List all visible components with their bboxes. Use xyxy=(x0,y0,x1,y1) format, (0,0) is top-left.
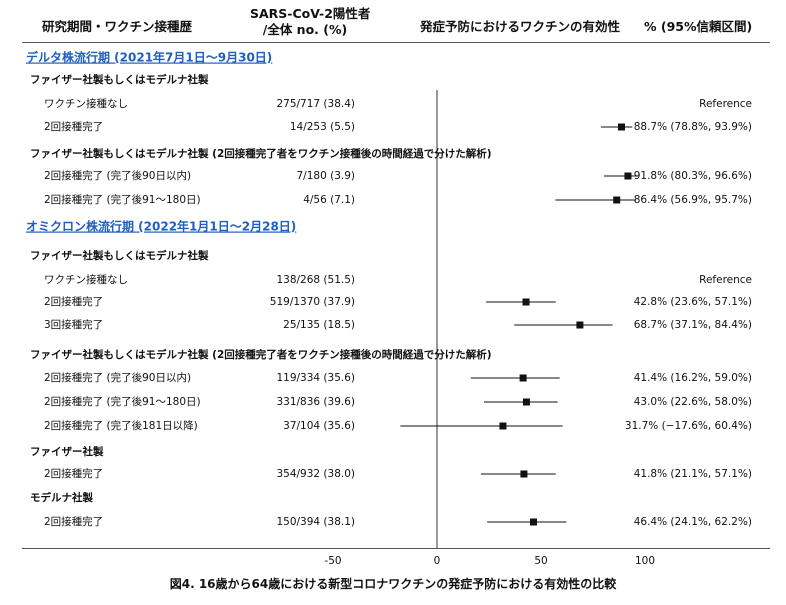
point-estimate-marker xyxy=(617,123,625,131)
row-effect: 91.8% (80.3%, 96.6%) xyxy=(634,170,752,182)
point-estimate-marker xyxy=(576,321,584,329)
x-tick-label: -50 xyxy=(324,555,341,567)
row-count: 275/717 (38.4) xyxy=(276,98,355,110)
section-heading: ファイザー社製もしくはモデルナ社製 xyxy=(30,249,209,262)
axis-divider xyxy=(22,548,770,549)
row-count: 37/104 (35.6) xyxy=(283,420,355,432)
row-effect: 88.7% (78.8%, 93.9%) xyxy=(634,121,752,133)
x-tick-label: 50 xyxy=(534,555,547,567)
row-label: 3回接種完了 xyxy=(44,318,103,331)
row-count: 119/334 (35.6) xyxy=(276,372,355,384)
row-count: 138/268 (51.5) xyxy=(276,274,355,286)
point-estimate-marker xyxy=(624,172,632,180)
point-estimate-marker xyxy=(499,422,507,430)
figure-caption: 図4. 16歳から64歳における新型コロナワクチンの発症予防における有効性の比較 xyxy=(169,577,617,591)
point-estimate-marker xyxy=(519,374,527,382)
row-effect: 46.4% (24.1%, 62.2%) xyxy=(634,516,752,528)
section-heading: ファイザー社製 xyxy=(30,445,104,458)
row-label: 2回接種完了 (完了後181日以降) xyxy=(44,419,198,432)
header-confidence-interval: % (95%信頼区間) xyxy=(644,19,753,34)
header-positive-count: SARS-CoV-2陽性者 /全体 no. (%) xyxy=(250,6,371,38)
row-label: 2回接種完了 (完了後91〜180日) xyxy=(44,395,201,408)
row-effect: Reference xyxy=(699,98,752,110)
section-heading: ファイザー社製もしくはモデルナ社製 (2回接種完了者をワクチン接種後の時間経過で… xyxy=(30,147,492,160)
point-estimate-marker xyxy=(522,298,530,306)
row-effect: Reference xyxy=(699,274,752,286)
period-heading: オミクロン株流行期 (2022年1月1日〜2月28日) xyxy=(26,219,296,234)
row-effect: 31.7% (−17.6%, 60.4%) xyxy=(625,420,752,432)
x-tick-label: 0 xyxy=(434,555,441,567)
section-heading: ファイザー社製もしくはモデルナ社製 (2回接種完了者をワクチン接種後の時間経過で… xyxy=(30,348,492,361)
row-count: 150/394 (38.1) xyxy=(276,516,355,528)
row-effect: 86.4% (56.9%, 95.7%) xyxy=(634,194,752,206)
row-label: 2回接種完了 (完了後90日以内) xyxy=(44,169,191,182)
row-count: 331/836 (39.6) xyxy=(276,396,355,408)
header-positive-count-line1: SARS-CoV-2陽性者 xyxy=(250,6,371,21)
row-count: 7/180 (3.9) xyxy=(297,170,356,182)
point-estimate-marker xyxy=(522,398,530,406)
period-heading: デルタ株流行期 (2021年7月1日〜9月30日) xyxy=(26,50,272,65)
row-effect: 68.7% (37.1%, 84.4%) xyxy=(634,319,752,331)
row-label: ワクチン接種なし xyxy=(44,273,128,286)
header-study-period: 研究期間・ワクチン接種歴 xyxy=(42,19,193,34)
x-tick-label: 100 xyxy=(635,555,655,567)
point-estimate-marker xyxy=(530,518,538,526)
row-count: 14/253 (5.5) xyxy=(290,121,355,133)
row-count: 519/1370 (37.9) xyxy=(270,296,355,308)
row-label: 2回接種完了 (完了後90日以内) xyxy=(44,371,191,384)
header-positive-count-line2: /全体 no. (%) xyxy=(262,22,348,37)
point-estimate-marker xyxy=(520,470,528,478)
point-estimate-marker xyxy=(613,196,621,204)
row-label: 2回接種完了 xyxy=(44,467,103,480)
row-label: ワクチン接種なし xyxy=(44,97,128,110)
row-label: 2回接種完了 xyxy=(44,295,103,308)
row-effect: 43.0% (22.6%, 58.0%) xyxy=(634,396,752,408)
row-effect: 41.4% (16.2%, 59.0%) xyxy=(634,372,752,384)
row-count: 354/932 (38.0) xyxy=(276,468,355,480)
row-label: 2回接種完了 xyxy=(44,515,103,528)
header-divider xyxy=(22,42,770,43)
row-label: 2回接種完了 (完了後91〜180日) xyxy=(44,193,201,206)
section-heading: ファイザー社製もしくはモデルナ社製 xyxy=(30,73,209,86)
row-count: 25/135 (18.5) xyxy=(283,319,355,331)
row-effect: 41.8% (21.1%, 57.1%) xyxy=(634,468,752,480)
header-effectiveness: 発症予防におけるワクチンの有効性 xyxy=(420,19,621,34)
row-count: 4/56 (7.1) xyxy=(303,194,355,206)
row-label: 2回接種完了 xyxy=(44,120,103,133)
row-effect: 42.8% (23.6%, 57.1%) xyxy=(634,296,752,308)
section-heading: モデルナ社製 xyxy=(30,491,93,504)
